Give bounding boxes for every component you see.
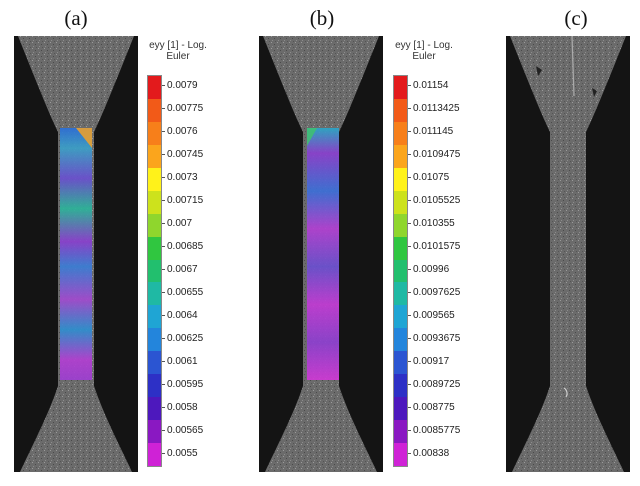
- colorbar-tick-label: 0.0089725: [407, 378, 461, 390]
- colorbar-segment: [148, 305, 161, 329]
- colorbar-tick-label: 0.0105525: [407, 195, 461, 207]
- specimen-photo-a: [14, 36, 138, 472]
- colorbar-segment: [148, 236, 161, 260]
- colorbar-tick-label: 0.0058: [162, 401, 198, 413]
- colorbar-segment: [148, 144, 161, 168]
- panel-label-c: (c): [564, 6, 588, 30]
- colorbar-tick-label: 0.009565: [408, 309, 455, 321]
- colorbar-segment: [148, 397, 161, 421]
- colorbar-tick-label: 0.0064: [162, 309, 198, 321]
- colorbar-segment: [394, 259, 407, 283]
- colorbar-segment: [394, 190, 407, 214]
- colorbar-segment: [148, 443, 161, 466]
- colorbar-title-line1: eyy [1] - Log.: [149, 40, 207, 51]
- colorbar-tick-label: 0.0097625: [407, 286, 461, 298]
- colorbar-segment: [394, 351, 407, 375]
- colorbar-segment: [394, 420, 407, 443]
- colorbar-tick-label: 0.0085775: [407, 424, 461, 436]
- colorbar-segment: [394, 282, 407, 306]
- colorbar-tick-label: 0.0073: [162, 172, 198, 184]
- colorbar-tick-label: 0.010355: [408, 218, 455, 230]
- colorbar-tick-label: 0.011145: [407, 126, 454, 138]
- colorbar-segment: [394, 397, 407, 421]
- colorbar-tick-label: 0.00996: [407, 264, 450, 275]
- colorbar-title-line2: Euler: [166, 51, 190, 62]
- colorbar-segment: [148, 76, 161, 99]
- colorbar-tick-label: 0.00625: [161, 332, 204, 344]
- colorbar-tick-label: 0.0101575: [407, 241, 461, 253]
- colorbar-tick-label: 0.01075: [407, 172, 450, 184]
- colorbar-tick-label: 0.00715: [161, 195, 204, 207]
- specimen-photo-c: [506, 36, 630, 472]
- colorbar-tick-label: 0.00838: [407, 447, 450, 459]
- colorbar-segment: [394, 374, 407, 398]
- colorbar-title-line1: eyy [1] - Log.: [395, 40, 453, 51]
- colorbar-segment: [394, 76, 407, 99]
- panel-label-a: (a): [64, 6, 88, 30]
- colorbar-title-a: eyy [1] - Log. Euler: [138, 40, 218, 62]
- colorbar-segment: [394, 98, 407, 122]
- panel-label-b: (b): [309, 6, 335, 30]
- colorbar-tick-label: 0.008775: [408, 401, 455, 413]
- colorbar-segment: [394, 305, 407, 329]
- colorbar-segment: [148, 351, 161, 375]
- colorbar-tick-label: 0.00685: [161, 241, 204, 253]
- colorbar-segment: [394, 236, 407, 260]
- colorbar-segment: [148, 259, 161, 283]
- colorbar-segment: [394, 121, 407, 145]
- colorbar-tick-label: 0.007: [161, 218, 193, 230]
- colorbar-segment: [148, 328, 161, 352]
- colorbar-tick-label: 0.0093675: [407, 332, 461, 344]
- colorbar-a: [147, 75, 162, 467]
- colorbar-tick-label: 0.0079: [162, 80, 198, 92]
- colorbar-tick-label: 0.00917: [407, 355, 450, 367]
- colorbar-segment: [148, 213, 161, 237]
- colorbar-tick-label: 0.00775: [161, 103, 204, 115]
- colorbar-segment: [394, 213, 407, 237]
- colorbar-tick-label: 0.01154: [407, 80, 449, 92]
- colorbar-tick-label: 0.0055: [162, 447, 198, 459]
- colorbar-segment: [394, 328, 407, 352]
- colorbar-segment: [148, 282, 161, 306]
- colorbar-segment: [148, 190, 161, 214]
- colorbar-segment: [148, 121, 161, 145]
- colorbar-tick-label: 0.0061: [162, 355, 198, 367]
- colorbar-tick-label: 0.00565: [161, 424, 204, 436]
- colorbar-tick-label: 0.0113425: [408, 103, 460, 115]
- colorbar-tick-label: 0.0076: [162, 126, 198, 138]
- colorbar-segment: [394, 167, 407, 191]
- colorbar-tick-label: 0.00595: [161, 378, 204, 390]
- colorbar-segment: [394, 144, 407, 168]
- specimen-photo-b: [259, 36, 383, 472]
- colorbar-title-b: eyy [1] - Log. Euler: [384, 40, 464, 62]
- colorbar-segment: [148, 420, 161, 443]
- colorbar-b: [393, 75, 408, 467]
- colorbar-segment: [394, 443, 407, 466]
- colorbar-title-line2: Euler: [412, 51, 436, 62]
- colorbar-tick-label: 0.00655: [161, 286, 204, 298]
- colorbar-segment: [148, 374, 161, 398]
- colorbar-segment: [148, 98, 161, 122]
- colorbar-tick-label: 0.0109475: [407, 149, 461, 161]
- colorbar-tick-label: 0.0067: [162, 264, 198, 275]
- colorbar-tick-label: 0.00745: [161, 149, 204, 161]
- colorbar-segment: [148, 167, 161, 191]
